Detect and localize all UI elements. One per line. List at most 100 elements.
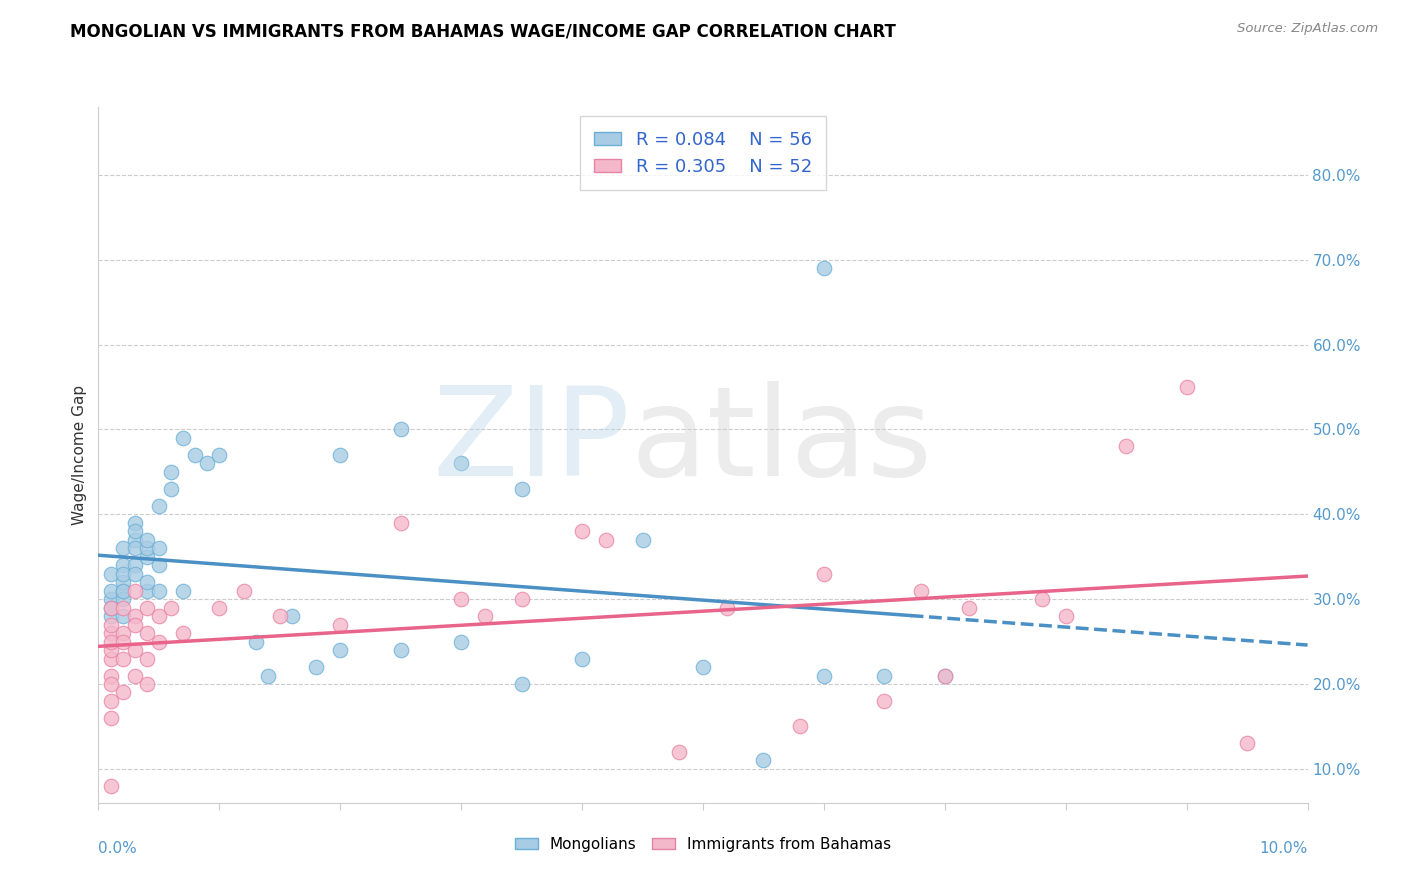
Point (111, 558, 134, 573)
Point (195, 457, 218, 471)
Point (692, 660, 714, 674)
Point (124, 583, 146, 598)
Point (124, 524, 146, 539)
Point (135, 583, 157, 598)
Point (571, 524, 593, 539)
Point (450, 457, 472, 471)
Point (813, 566, 835, 581)
Point (1115, 439, 1137, 453)
Point (160, 482, 183, 496)
Point (716, 600, 738, 615)
Point (100, 626, 122, 640)
Point (934, 668, 956, 682)
Text: Source: ZipAtlas.com: Source: ZipAtlas.com (1237, 22, 1378, 36)
Text: ZIP: ZIP (433, 381, 630, 501)
Point (100, 677, 122, 691)
Text: 10.0%: 10.0% (1260, 841, 1308, 856)
Point (111, 685, 134, 699)
Point (124, 558, 146, 573)
Text: atlas: atlas (630, 381, 932, 501)
Point (329, 643, 352, 657)
Y-axis label: Wage/Income Gap: Wage/Income Gap (72, 384, 87, 525)
Point (668, 745, 690, 759)
Point (111, 651, 134, 665)
Point (1236, 736, 1258, 750)
Point (100, 779, 122, 793)
Point (1175, 380, 1198, 394)
Point (135, 533, 157, 547)
Point (135, 626, 157, 640)
Point (100, 609, 122, 624)
Point (148, 558, 170, 573)
Text: 0.0%: 0.0% (98, 841, 138, 856)
Point (631, 533, 654, 547)
Point (269, 609, 291, 624)
Point (124, 617, 146, 632)
Point (148, 541, 170, 556)
Point (934, 668, 956, 682)
Point (100, 651, 122, 665)
Point (389, 422, 412, 436)
Point (329, 617, 352, 632)
Point (813, 668, 835, 682)
Point (752, 753, 775, 767)
Point (135, 575, 157, 590)
Point (100, 583, 122, 598)
Point (450, 634, 472, 648)
Point (510, 482, 533, 496)
Point (135, 677, 157, 691)
Point (100, 694, 122, 708)
Point (100, 617, 122, 632)
Point (124, 541, 146, 556)
Point (100, 600, 122, 615)
Point (124, 566, 146, 581)
Point (124, 516, 146, 530)
Point (124, 643, 146, 657)
Point (305, 660, 328, 674)
Point (389, 643, 412, 657)
Point (281, 609, 304, 624)
Point (111, 583, 134, 598)
Point (208, 448, 231, 462)
Point (148, 634, 170, 648)
Point (100, 600, 122, 615)
Point (910, 583, 932, 598)
Point (111, 575, 134, 590)
Point (135, 541, 157, 556)
Point (135, 651, 157, 665)
Point (100, 643, 122, 657)
Point (232, 583, 254, 598)
Point (172, 626, 194, 640)
Point (256, 668, 278, 682)
Point (510, 677, 533, 691)
Point (184, 448, 207, 462)
Point (111, 583, 134, 598)
Point (124, 533, 146, 547)
Point (450, 592, 472, 607)
Point (873, 694, 896, 708)
Point (111, 609, 134, 624)
Point (873, 668, 896, 682)
Point (124, 609, 146, 624)
Point (124, 668, 146, 682)
Point (474, 609, 496, 624)
Point (1031, 592, 1053, 607)
Point (172, 431, 194, 445)
Point (111, 626, 134, 640)
Point (111, 541, 134, 556)
Point (571, 651, 593, 665)
Text: MONGOLIAN VS IMMIGRANTS FROM BAHAMAS WAGE/INCOME GAP CORRELATION CHART: MONGOLIAN VS IMMIGRANTS FROM BAHAMAS WAG… (70, 22, 896, 40)
Point (245, 634, 267, 648)
Point (111, 566, 134, 581)
Legend: Mongolians, Immigrants from Bahamas: Mongolians, Immigrants from Bahamas (509, 830, 897, 858)
Point (510, 592, 533, 607)
Point (389, 516, 412, 530)
Point (148, 609, 170, 624)
Point (957, 600, 980, 615)
Point (100, 668, 122, 682)
Point (100, 634, 122, 648)
Point (789, 719, 811, 733)
Point (100, 711, 122, 725)
Point (111, 600, 134, 615)
Point (111, 634, 134, 648)
